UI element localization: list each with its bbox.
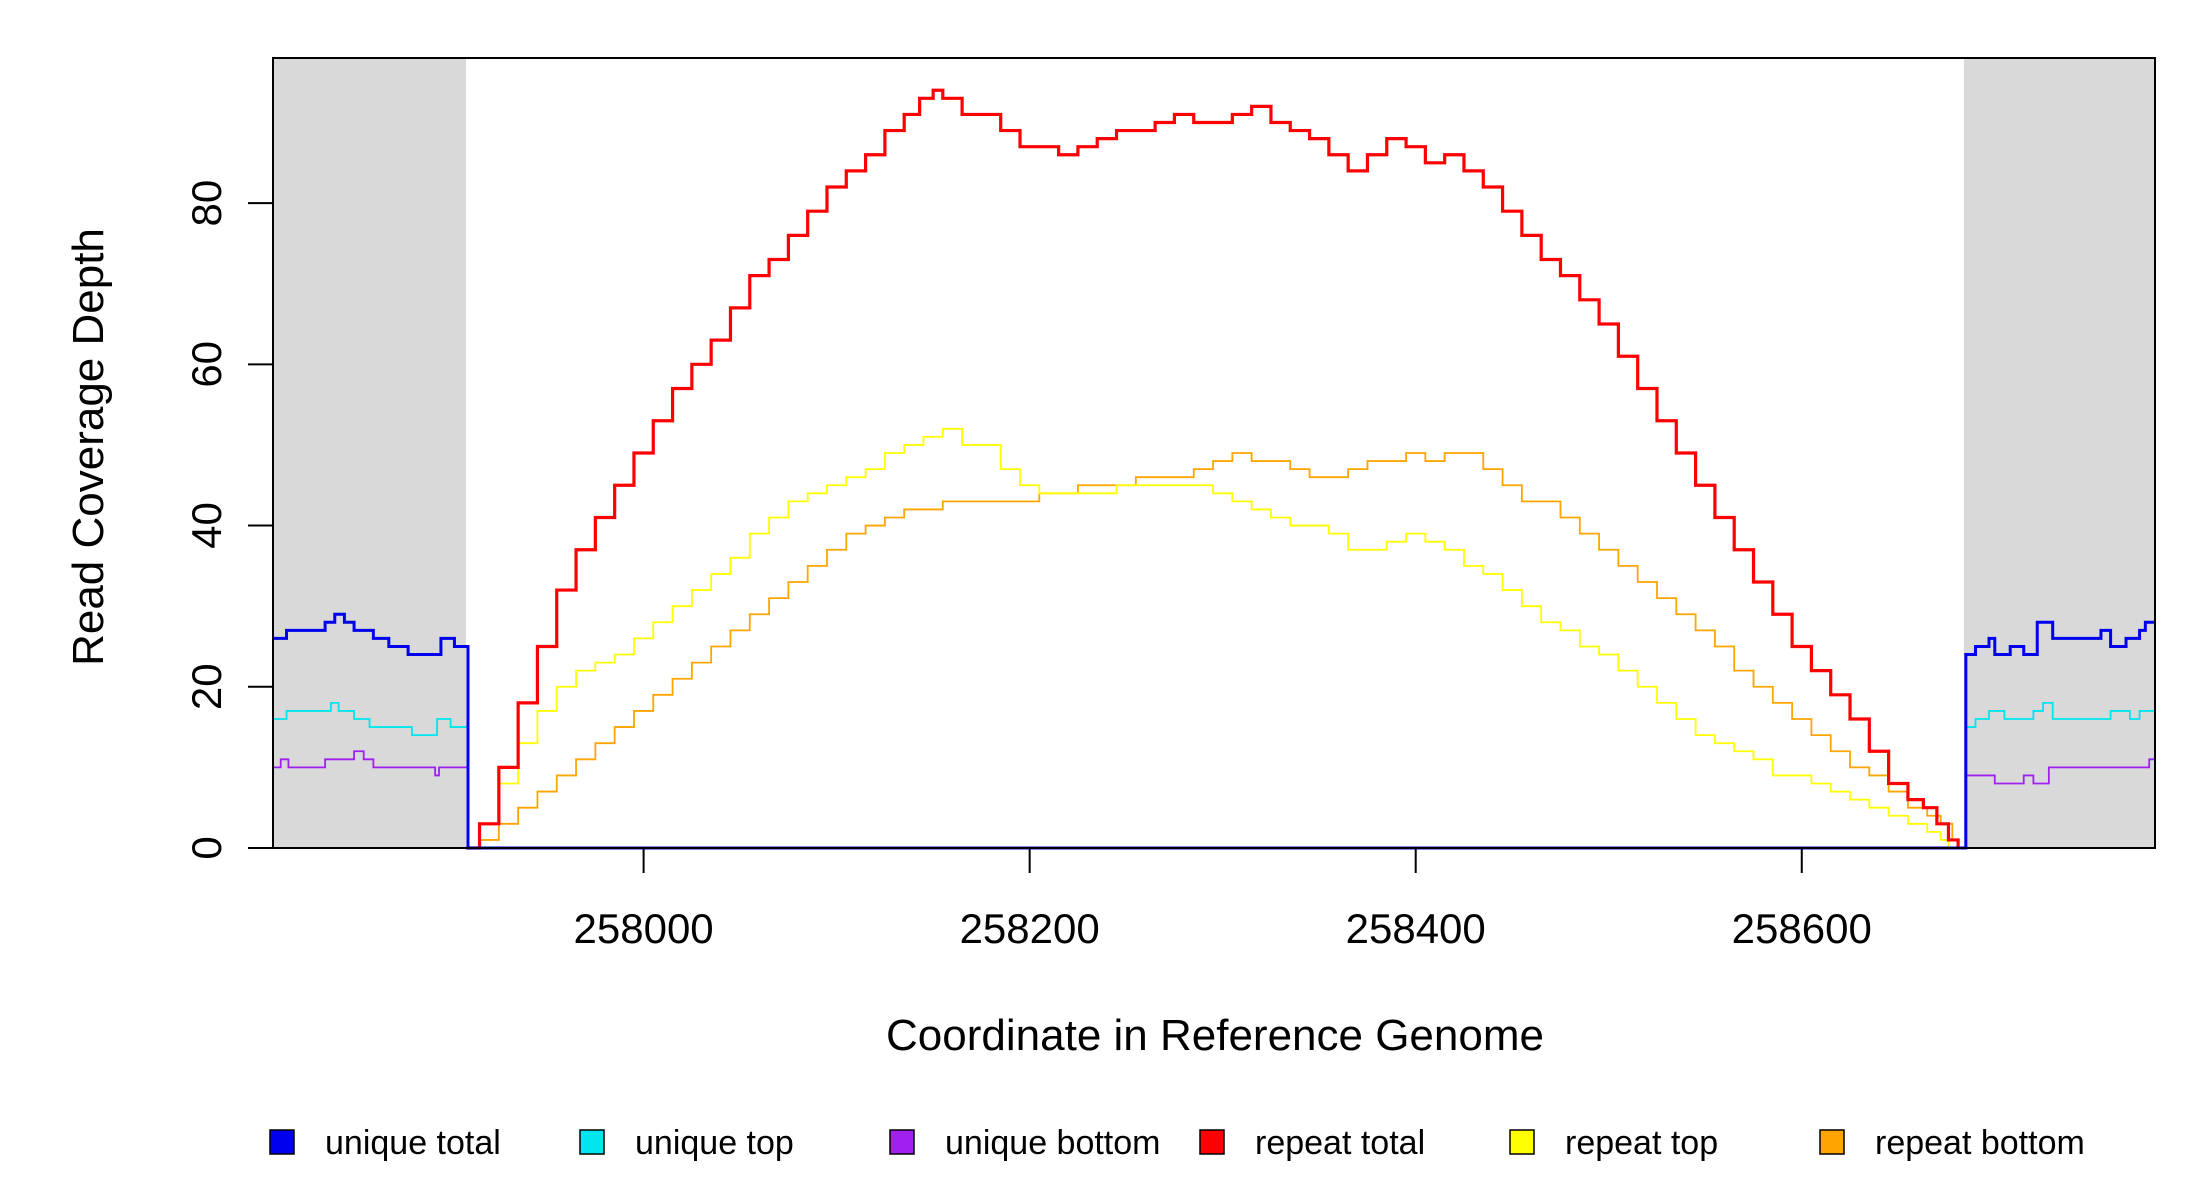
x-tick-label: 258400 (1346, 905, 1486, 952)
axes: 258000 258200 258400 258600 0 20 40 60 80 (183, 180, 1872, 952)
x-tick-label: 258000 (574, 905, 714, 952)
series-line-repeat-total (466, 88, 1960, 850)
legend-swatch-unique-top (579, 1129, 605, 1155)
legend-swatch-repeat-top (1509, 1129, 1535, 1155)
legend-label-unique-top: unique top (635, 1124, 794, 1162)
y-tick-label: 0 (183, 836, 230, 859)
series-line-repeat-top (466, 427, 1950, 849)
legend-label-repeat-top: repeat top (1565, 1124, 1718, 1162)
legend-swatch-unique-bottom (889, 1129, 915, 1155)
legend: unique total unique top unique bottom repea… (269, 1124, 2085, 1162)
shaded-regions (273, 58, 2155, 848)
series-line-unique-total (273, 612, 2155, 850)
shaded-region-1 (1963, 58, 2155, 848)
y-tick-label: 80 (183, 180, 230, 227)
y-tick-label: 40 (183, 502, 230, 549)
plot-frame (272, 57, 2156, 849)
legend-label-unique-bottom: unique bottom (945, 1124, 1161, 1162)
x-tick-label: 258200 (960, 905, 1100, 952)
y-tick-label: 60 (183, 341, 230, 388)
x-axis-title: Coordinate in Reference Genome (886, 1011, 1544, 1060)
series-lines (273, 88, 2155, 850)
legend-swatch-repeat-total (1199, 1129, 1225, 1155)
y-axis-title: Read Coverage Depth (64, 228, 113, 666)
series-line-repeat-bottom (466, 452, 1960, 849)
legend-label-repeat-total: repeat total (1255, 1124, 1425, 1162)
shaded-region-0 (273, 58, 467, 848)
legend-label-unique-total: unique total (325, 1124, 501, 1162)
x-tick-label: 258600 (1732, 905, 1872, 952)
y-tick-label: 20 (183, 663, 230, 710)
legend-swatch-repeat-bottom (1819, 1129, 1845, 1155)
legend-label-repeat-bottom: repeat bottom (1875, 1124, 2085, 1162)
series-line-unique-bottom (273, 750, 2155, 849)
legend-swatch-unique-total (269, 1129, 295, 1155)
